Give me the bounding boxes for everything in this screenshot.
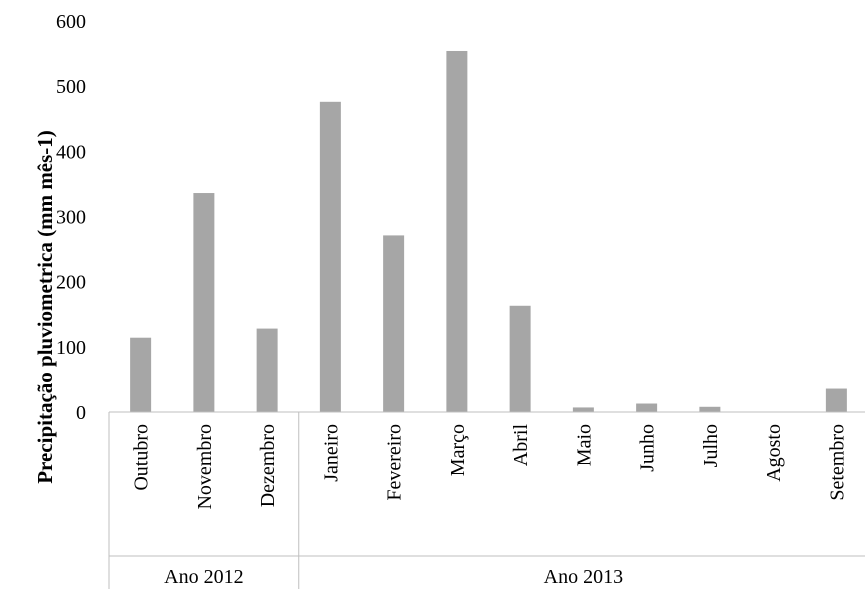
category-label: Junho [637,424,659,472]
group-labels: Ano 2012 Ano 2013 [164,566,623,588]
category-label: Maio [573,424,595,466]
bar-outubro [130,337,152,412]
bar-março [446,50,468,413]
bar-setembro [825,388,847,412]
category-label: Janeiro [320,424,342,482]
category-label: Agosto [763,424,785,482]
bar-maio [572,407,594,412]
y-tick-label: 500 [56,76,86,98]
y-tick-label: 0 [76,402,86,424]
bars [130,50,847,413]
y-tick-label: 200 [56,272,86,294]
category-labels: Outubro Novembro Dezembro Janeiro Fevereiro M… [131,424,849,510]
group-label: Ano 2013 [544,566,623,588]
bar-dezembro [256,328,278,412]
y-tick-label: 100 [56,337,86,359]
bar-fevereiro [383,235,405,412]
category-label: Fevereiro [384,424,406,501]
category-label: Outubro [131,424,153,491]
category-label: Abril [510,424,532,467]
y-axis-ticks: 0 100 200 300 400 500 600 [56,11,86,424]
category-label: Setembro [826,424,848,501]
category-label: Novembro [194,424,216,510]
y-tick-label: 300 [56,207,86,229]
bar-novembro [193,193,215,412]
category-label: Julho [700,424,722,467]
bar-julho [699,406,721,412]
x-axis [108,411,865,589]
y-tick-label: 400 [56,141,86,163]
bar-janeiro [319,101,341,412]
category-label: Dezembro [257,424,279,507]
y-axis-title: Precipitação pluviometrica (mm mês-1) [33,130,57,484]
bar-junho [636,403,658,412]
bar-abril [509,305,531,412]
group-label: Ano 2012 [164,566,243,588]
y-tick-label: 600 [56,11,86,33]
category-label: Março [447,424,469,476]
